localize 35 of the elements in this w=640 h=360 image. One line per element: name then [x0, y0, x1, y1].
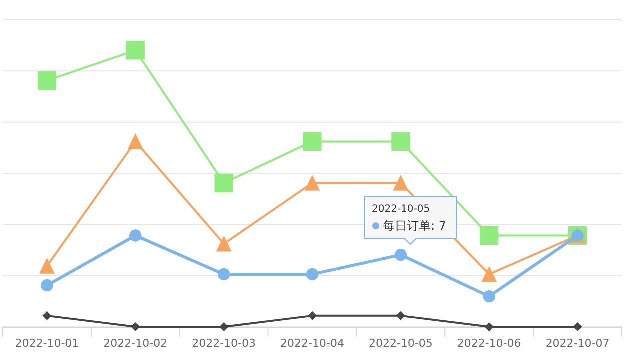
tooltip: 2022-10-05 每日订单: 7: [364, 196, 457, 246]
point: [573, 322, 582, 332]
point: [128, 133, 144, 150]
point: [42, 311, 52, 320]
point: [304, 174, 320, 191]
point: [480, 226, 499, 246]
x-tick-label: 2022-10-02: [104, 337, 168, 350]
point: [41, 279, 54, 292]
point: [131, 322, 140, 332]
point: [130, 230, 142, 242]
point: [392, 132, 410, 151]
point: [482, 266, 498, 282]
point: [40, 258, 55, 274]
annotation: 2022-10-05: [372, 204, 430, 215]
x-tick-label: 2022-10-06: [457, 337, 522, 350]
point: [484, 322, 494, 332]
x-tick-label: 2022-10-07: [546, 337, 610, 350]
point: [393, 174, 409, 191]
x-tick-label: 2022-10-05: [368, 337, 433, 350]
point: [216, 236, 232, 252]
point: [396, 311, 406, 320]
annotation: 每日订单: 7: [383, 219, 446, 233]
point: [126, 41, 145, 60]
point: [306, 268, 319, 281]
point: [308, 311, 317, 320]
point: [483, 290, 496, 303]
point: [38, 72, 57, 90]
point: [218, 268, 230, 281]
x-tick-label: 2022-10-04: [280, 337, 344, 350]
point: [214, 174, 234, 192]
x-tick-label: 2022-10-01: [15, 337, 80, 350]
point: [394, 248, 408, 262]
point: [303, 132, 322, 151]
x-tick-label: 2022-10-03: [192, 337, 256, 350]
point: [220, 322, 229, 332]
